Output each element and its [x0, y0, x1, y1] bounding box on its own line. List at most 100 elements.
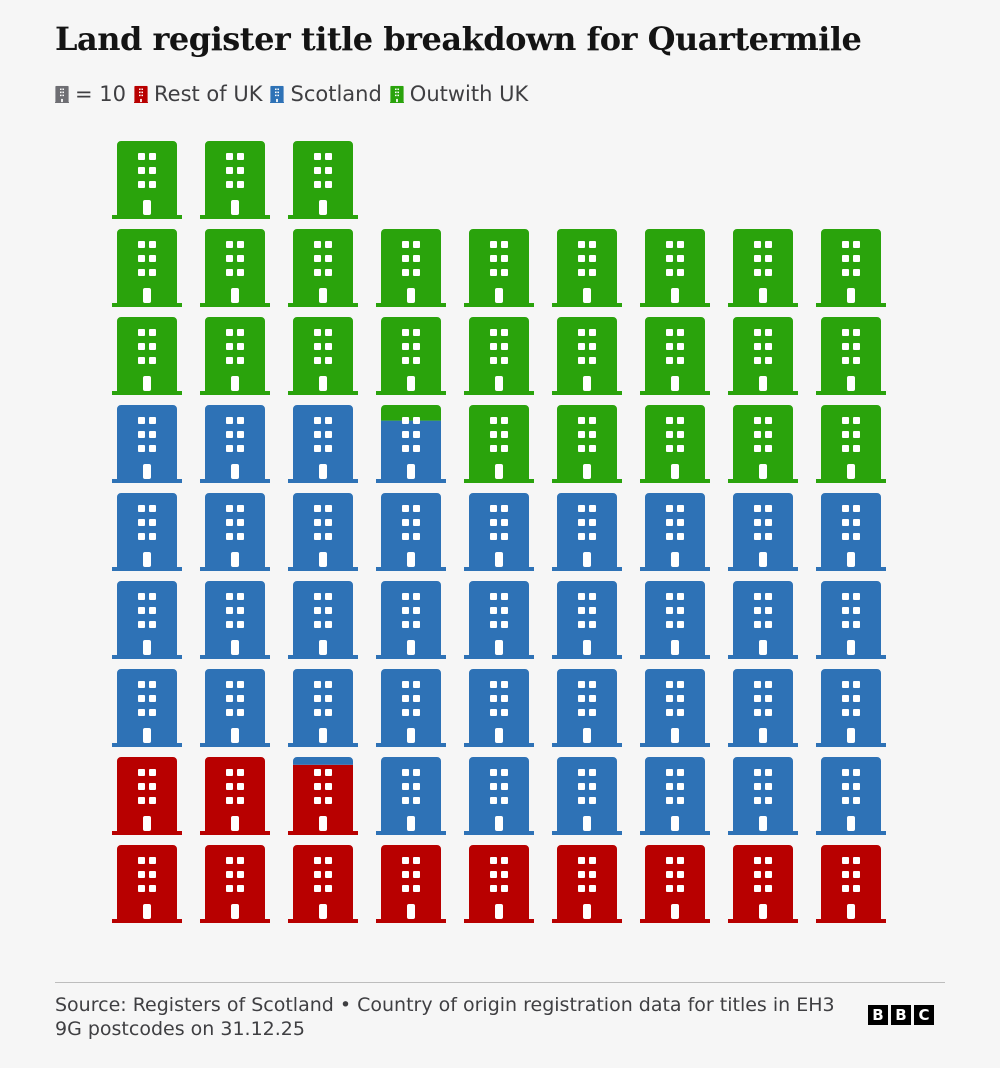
window	[578, 681, 585, 688]
window	[853, 241, 860, 248]
window	[325, 255, 332, 262]
icon-fill	[288, 757, 358, 765]
window	[578, 709, 585, 716]
window	[677, 417, 684, 424]
window	[853, 769, 860, 776]
legend-item: Scotland	[270, 82, 382, 106]
icon-windows	[226, 681, 244, 743]
door	[847, 728, 855, 743]
icon-windows	[138, 505, 156, 567]
icon-windows	[842, 681, 860, 743]
icon-windows	[666, 241, 684, 303]
window	[666, 885, 673, 892]
icon-windows	[666, 417, 684, 479]
door	[847, 552, 855, 567]
legend-item: = 10	[55, 82, 126, 106]
window	[490, 417, 497, 424]
window	[149, 885, 156, 892]
window	[842, 857, 849, 864]
window	[402, 519, 409, 526]
window	[325, 329, 332, 336]
window	[413, 681, 420, 688]
window	[853, 695, 860, 702]
window	[325, 769, 332, 776]
window	[314, 783, 321, 790]
window	[402, 417, 409, 424]
legend-icon	[134, 85, 148, 103]
window	[501, 329, 508, 336]
window	[677, 695, 684, 702]
window	[314, 181, 321, 188]
window	[842, 783, 849, 790]
door	[143, 464, 151, 479]
window	[138, 607, 145, 614]
icon-windows	[138, 153, 156, 215]
window	[589, 769, 596, 776]
window	[413, 533, 420, 540]
window	[138, 241, 145, 248]
window	[149, 621, 156, 628]
window	[226, 709, 233, 716]
window	[314, 505, 321, 512]
icon-windows	[226, 153, 244, 215]
window	[402, 505, 409, 512]
icon-windows	[394, 88, 399, 103]
window	[765, 505, 772, 512]
window	[490, 593, 497, 600]
window	[237, 857, 244, 864]
window	[490, 343, 497, 350]
window	[754, 871, 761, 878]
window	[853, 621, 860, 628]
window	[139, 94, 141, 97]
window	[226, 255, 233, 262]
window	[402, 241, 409, 248]
window	[413, 769, 420, 776]
window	[490, 533, 497, 540]
window	[237, 153, 244, 160]
window	[578, 505, 585, 512]
window	[842, 533, 849, 540]
door	[583, 376, 591, 391]
door	[583, 904, 591, 919]
icon-windows	[314, 593, 332, 655]
window	[413, 255, 420, 262]
icon-windows	[138, 681, 156, 743]
door	[143, 640, 151, 655]
window	[138, 621, 145, 628]
window	[666, 505, 673, 512]
logo-letter: B	[891, 1005, 911, 1025]
window	[413, 505, 420, 512]
window	[226, 153, 233, 160]
icon	[389, 85, 404, 103]
door	[847, 288, 855, 303]
window	[842, 445, 849, 452]
window	[765, 343, 772, 350]
window	[275, 91, 278, 94]
window	[325, 519, 332, 526]
window	[677, 593, 684, 600]
door	[847, 816, 855, 831]
window	[138, 871, 145, 878]
window	[325, 871, 332, 878]
window	[226, 885, 233, 892]
icon-windows	[754, 329, 772, 391]
icon-windows	[754, 417, 772, 479]
window	[589, 241, 596, 248]
window	[277, 88, 280, 91]
door	[671, 464, 679, 479]
door	[143, 200, 151, 215]
window	[149, 343, 156, 350]
door	[495, 816, 503, 831]
window	[754, 241, 761, 248]
window	[853, 885, 860, 892]
chart	[112, 141, 886, 923]
icon-windows	[666, 681, 684, 743]
window	[666, 857, 673, 864]
window	[325, 533, 332, 540]
window	[237, 269, 244, 276]
window	[853, 431, 860, 438]
window	[314, 621, 321, 628]
window	[842, 769, 849, 776]
window	[490, 857, 497, 864]
window	[314, 709, 321, 716]
